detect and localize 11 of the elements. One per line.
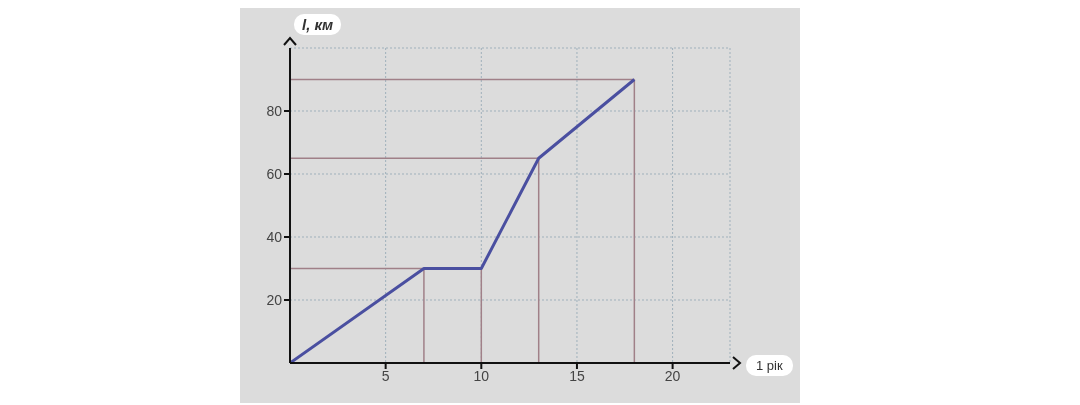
x-tick-label: 20: [664, 367, 681, 384]
y-tick-label: 80: [266, 102, 283, 119]
y-tick-label: 60: [266, 165, 283, 182]
y-tick-label: 40: [266, 228, 283, 245]
y-tick-label: 20: [266, 291, 283, 308]
line-series: [290, 78, 636, 363]
x-axis-title: 1 рік: [746, 355, 793, 376]
y-axis-title: l, км: [294, 14, 342, 35]
x-tick-label: 15: [569, 367, 585, 384]
x-tick-label: 10: [473, 367, 490, 384]
x-tick-label: 5: [381, 367, 390, 384]
